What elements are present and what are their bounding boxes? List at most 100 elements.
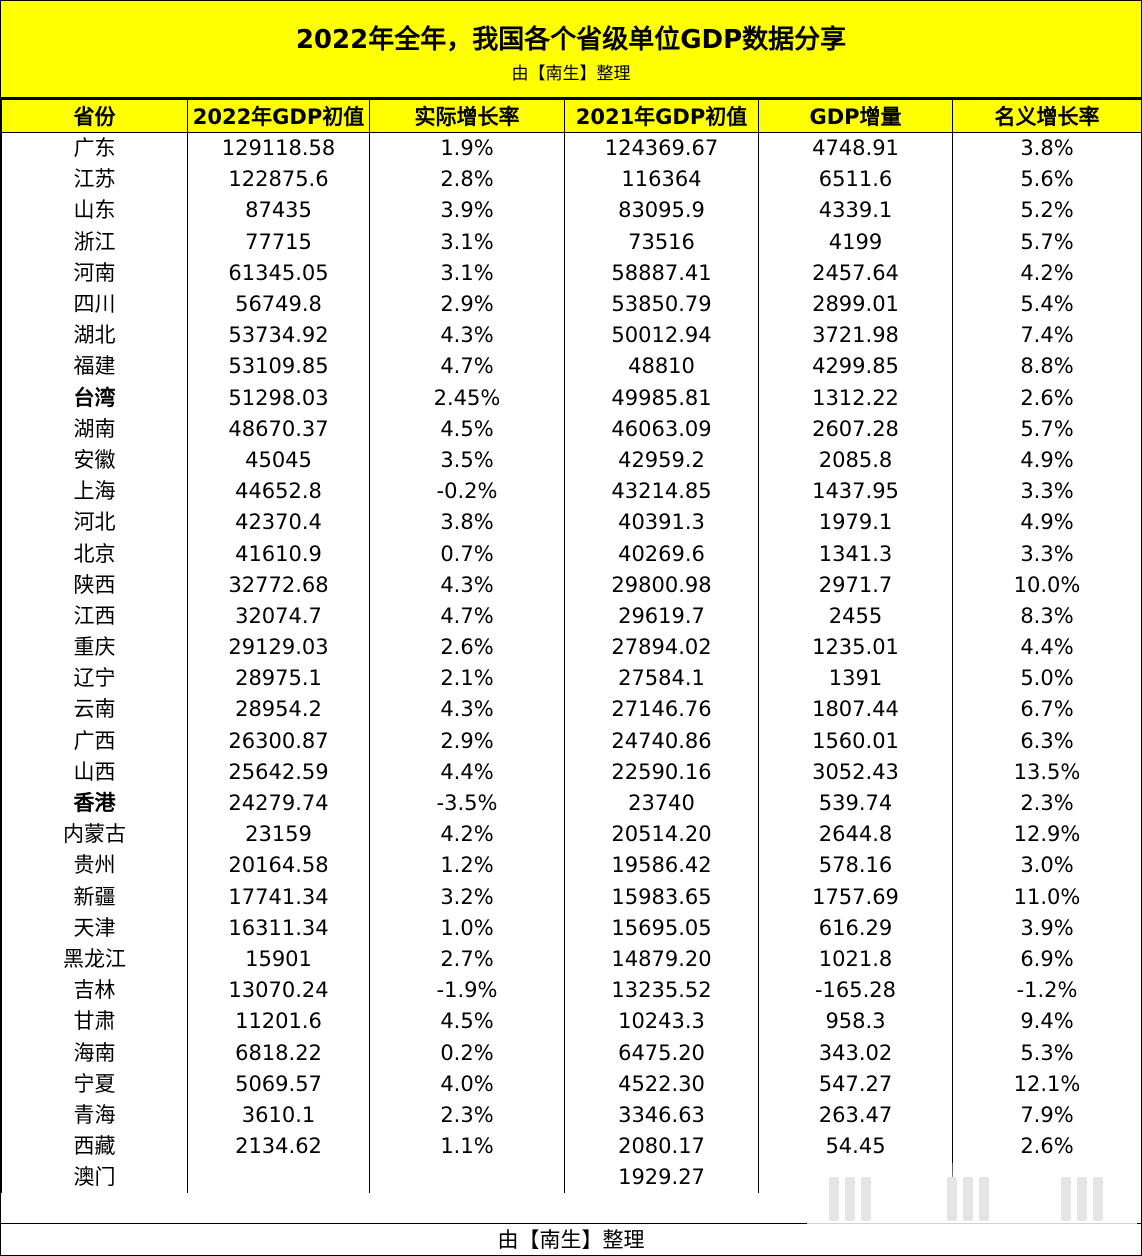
province-cell: 辽宁	[1, 663, 188, 695]
value-cell: 1.9%	[369, 132, 565, 165]
value-cell: 4.3%	[369, 694, 565, 726]
value-cell: 5.6%	[952, 164, 1142, 196]
value-cell: 53850.79	[564, 288, 759, 321]
table-row: 河南 61345.05 3.1% 58887.41 2457.64 4.2%	[1, 257, 1142, 289]
value-cell: 122875.6	[187, 164, 370, 196]
value-cell: 4.7%	[369, 600, 565, 632]
watermark-bar	[1077, 1177, 1087, 1221]
province-cell: 贵州	[1, 850, 188, 882]
value-cell: 54.45	[758, 1131, 953, 1163]
value-cell: 56749.8	[187, 288, 370, 321]
value-cell: 578.16	[758, 850, 953, 882]
value-cell: -1.9%	[369, 975, 565, 1007]
value-cell: 46063.09	[564, 413, 759, 445]
sheet-title: 2022年全年，我国各个省级单位GDP数据分享	[295, 25, 847, 55]
province-cell: 内蒙古	[1, 819, 188, 851]
value-cell: 3052.43	[758, 756, 953, 788]
value-cell: 2.9%	[369, 725, 565, 757]
province-cell: 云南	[1, 694, 188, 726]
value-cell: 51298.03	[187, 382, 370, 414]
province-cell: 西藏	[1, 1131, 188, 1163]
sheet-footer: 由【南生】整理	[1, 1223, 1141, 1256]
value-cell: 0.2%	[369, 1037, 565, 1069]
value-cell: 3.2%	[369, 881, 565, 913]
value-cell: 27146.76	[564, 694, 759, 726]
value-cell: 42370.4	[187, 507, 370, 539]
value-cell: 7.4%	[952, 320, 1142, 352]
value-cell: 41610.9	[187, 538, 370, 570]
value-cell: 28954.2	[187, 694, 370, 726]
value-cell: 29619.7	[564, 600, 759, 632]
value-cell: 9.4%	[952, 1006, 1142, 1038]
table-row: 四川 56749.8 2.9% 53850.79 2899.01 5.4%	[1, 288, 1142, 321]
value-cell: 2134.62	[187, 1131, 370, 1163]
province-cell: 福建	[1, 351, 188, 383]
value-cell: 129118.58	[187, 132, 370, 165]
value-cell	[369, 1162, 565, 1194]
value-cell: 2971.7	[758, 569, 953, 601]
value-cell: 2457.64	[758, 257, 953, 289]
value-cell: 14879.20	[564, 943, 759, 976]
value-cell: -0.2%	[369, 476, 565, 508]
watermark-bar	[1061, 1177, 1071, 1221]
value-cell: 5.4%	[952, 288, 1142, 321]
table-row: 广东 129118.58 1.9% 124369.67 4748.91 3.8%	[1, 132, 1142, 165]
value-cell: 5.0%	[952, 663, 1142, 695]
value-cell: 3.8%	[952, 132, 1142, 165]
value-cell: 4748.91	[758, 132, 953, 165]
table-row: 浙江 77715 3.1% 73516 4199 5.7%	[1, 226, 1142, 258]
value-cell: 12.9%	[952, 819, 1142, 851]
value-cell: 2644.8	[758, 819, 953, 851]
value-cell: 17741.34	[187, 881, 370, 913]
value-cell: 0.7%	[369, 538, 565, 570]
table-row: 北京 41610.9 0.7% 40269.6 1341.3 3.3%	[1, 538, 1142, 570]
value-cell: 343.02	[758, 1037, 953, 1069]
value-cell: 3.0%	[952, 850, 1142, 882]
value-cell: 43214.85	[564, 476, 759, 508]
value-cell: 48670.37	[187, 413, 370, 445]
value-cell: 1235.01	[758, 632, 953, 664]
value-cell: 15901	[187, 943, 370, 976]
column-header: 2022年GDP初值	[187, 99, 370, 133]
value-cell: 8.8%	[952, 351, 1142, 383]
value-cell: 6.7%	[952, 694, 1142, 726]
value-cell: 4.0%	[369, 1068, 565, 1100]
value-cell: 3.9%	[952, 912, 1142, 944]
value-cell: 4.2%	[369, 819, 565, 851]
value-cell: 2.6%	[952, 382, 1142, 414]
value-cell: 3.3%	[952, 476, 1142, 508]
table-row: 上海 44652.8 -0.2% 43214.85 1437.95 3.3%	[1, 476, 1142, 508]
value-cell: 6818.22	[187, 1037, 370, 1069]
province-cell: 海南	[1, 1037, 188, 1069]
value-cell: 1.1%	[369, 1131, 565, 1163]
value-cell: 45045	[187, 444, 370, 477]
province-cell: 河南	[1, 257, 188, 289]
table-row: 黑龙江 15901 2.7% 14879.20 1021.8 6.9%	[1, 943, 1142, 976]
value-cell: 4.9%	[952, 444, 1142, 477]
province-cell: 安徽	[1, 444, 188, 477]
watermark-bar	[947, 1177, 957, 1221]
table-row: 安徽 45045 3.5% 42959.2 2085.8 4.9%	[1, 444, 1142, 477]
value-cell: 8.3%	[952, 600, 1142, 632]
value-cell: 44652.8	[187, 476, 370, 508]
value-cell: 1929.27	[564, 1162, 759, 1194]
value-cell: 2.6%	[369, 632, 565, 664]
value-cell: 2.3%	[369, 1099, 565, 1131]
value-cell: 27584.1	[564, 663, 759, 695]
value-cell: 2455	[758, 600, 953, 632]
value-cell: 4.4%	[952, 632, 1142, 664]
value-cell: 539.74	[758, 787, 953, 820]
value-cell: 22590.16	[564, 756, 759, 788]
value-cell: 23159	[187, 819, 370, 851]
value-cell: 2.1%	[369, 663, 565, 695]
value-cell: 24279.74	[187, 787, 370, 820]
table-row: 湖北 53734.92 4.3% 50012.94 3721.98 7.4%	[1, 320, 1142, 352]
watermark-bar	[861, 1177, 871, 1221]
table-row: 江西 32074.7 4.7% 29619.7 2455 8.3%	[1, 600, 1142, 632]
value-cell: 58887.41	[564, 257, 759, 289]
value-cell: 25642.59	[187, 756, 370, 788]
province-cell: 浙江	[1, 226, 188, 258]
value-cell: 49985.81	[564, 382, 759, 414]
value-cell: 83095.9	[564, 195, 759, 227]
value-cell: 6.3%	[952, 725, 1142, 757]
